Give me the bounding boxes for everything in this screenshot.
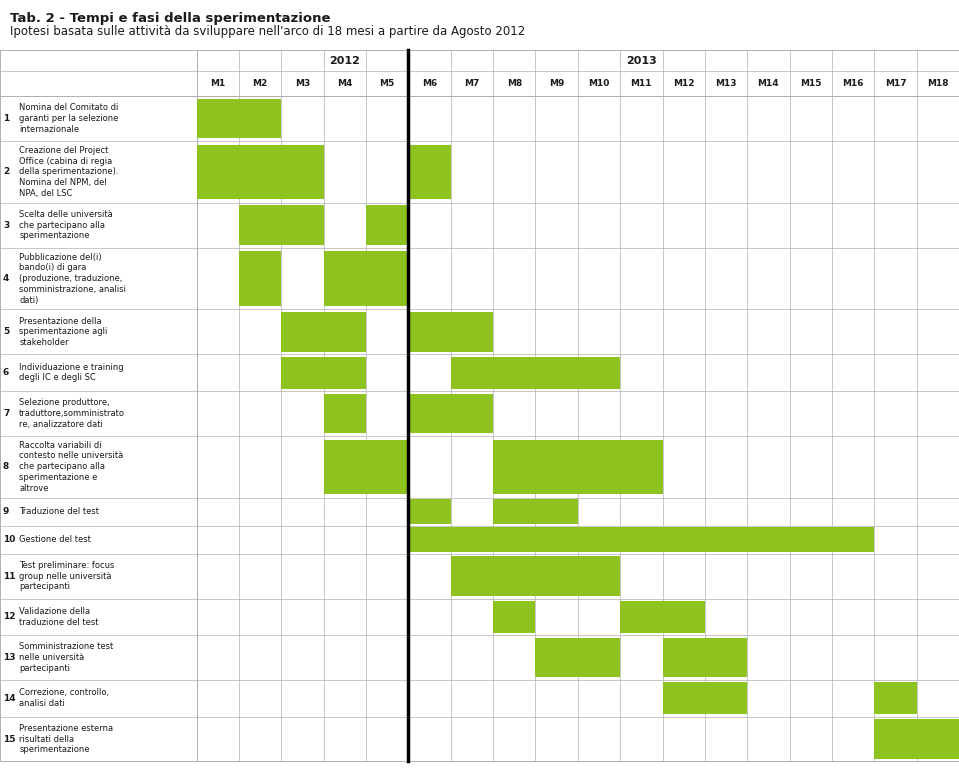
Bar — [409, 528, 493, 552]
Text: 9: 9 — [3, 507, 10, 516]
Text: M15: M15 — [800, 79, 822, 88]
Text: 5: 5 — [3, 327, 10, 337]
Text: 10: 10 — [3, 535, 15, 544]
Bar — [663, 682, 747, 715]
Bar — [239, 251, 281, 306]
Text: 12: 12 — [3, 612, 15, 622]
Bar — [493, 528, 875, 552]
Text: 1: 1 — [3, 114, 10, 123]
Bar — [409, 393, 493, 433]
Text: M8: M8 — [506, 79, 522, 88]
Text: Traduzione del test: Traduzione del test — [19, 507, 99, 516]
Text: Presentazione della
sperimentazione agli
stakeholder: Presentazione della sperimentazione agli… — [19, 317, 107, 347]
Text: Pubblicazione del(i)
bando(i) di gara
(produzione, traduzione,
somministrazione,: Pubblicazione del(i) bando(i) di gara (p… — [19, 252, 127, 304]
Text: Creazione del Project
Office (cabina di regia
della sperimentazione).
Nomina del: Creazione del Project Office (cabina di … — [19, 146, 119, 198]
Bar — [197, 144, 324, 199]
Text: M18: M18 — [927, 79, 948, 88]
Text: M9: M9 — [549, 79, 564, 88]
Text: 8: 8 — [3, 462, 10, 471]
Bar — [451, 356, 620, 389]
Text: Tab. 2 - Tempi e fasi della sperimentazione: Tab. 2 - Tempi e fasi della sperimentazi… — [10, 12, 330, 25]
Bar — [663, 638, 747, 677]
Bar — [281, 356, 366, 389]
Bar — [451, 556, 535, 596]
Text: M13: M13 — [715, 79, 737, 88]
Bar — [409, 499, 451, 524]
Text: 6: 6 — [3, 368, 10, 377]
Text: M12: M12 — [673, 79, 694, 88]
Text: M11: M11 — [631, 79, 652, 88]
Bar — [535, 556, 620, 596]
Text: 15: 15 — [3, 735, 15, 743]
Text: M7: M7 — [464, 79, 480, 88]
Text: M17: M17 — [884, 79, 906, 88]
Bar — [324, 393, 366, 433]
Bar — [493, 439, 663, 494]
Text: 11: 11 — [3, 572, 15, 580]
Text: Correzione, controllo,
analisi dati: Correzione, controllo, analisi dati — [19, 688, 109, 708]
Text: 4: 4 — [3, 274, 10, 283]
Text: 2013: 2013 — [626, 56, 657, 66]
Bar — [197, 99, 281, 138]
Text: 13: 13 — [3, 653, 15, 662]
Text: Gestione del test: Gestione del test — [19, 535, 91, 544]
Bar — [324, 251, 409, 306]
Text: Nomina del Comitato di
garanti per la selezione
internazionale: Nomina del Comitato di garanti per la se… — [19, 103, 119, 133]
Text: 3: 3 — [3, 220, 10, 230]
Text: M3: M3 — [294, 79, 310, 88]
Bar — [409, 144, 451, 199]
Bar — [620, 601, 705, 633]
Text: M4: M4 — [338, 79, 353, 88]
Text: Raccolta variabili di
contesto nelle università
che partecipano alla
sperimentaz: Raccolta variabili di contesto nelle uni… — [19, 441, 124, 493]
Text: Somministrazione test
nelle università
partecipanti: Somministrazione test nelle università p… — [19, 643, 113, 673]
Text: 7: 7 — [3, 409, 10, 417]
Text: Validazione della
traduzione del test: Validazione della traduzione del test — [19, 607, 99, 627]
Text: M16: M16 — [842, 79, 864, 88]
Bar — [409, 312, 493, 352]
Bar — [239, 206, 324, 245]
Text: 2012: 2012 — [329, 56, 361, 66]
Bar — [535, 638, 620, 677]
Bar — [281, 312, 366, 352]
Bar — [493, 601, 535, 633]
Text: Ipotesi basata sulle attività da sviluppare nell'arco di 18 mesi a partire da Ag: Ipotesi basata sulle attività da svilupp… — [10, 25, 525, 38]
Text: M6: M6 — [422, 79, 437, 88]
Text: Test preliminare: focus
group nelle università
partecipanti: Test preliminare: focus group nelle univ… — [19, 561, 114, 591]
Text: 14: 14 — [3, 694, 15, 703]
Text: M14: M14 — [758, 79, 780, 88]
Text: Scelta delle università
che partecipano alla
sperimentazione: Scelta delle università che partecipano … — [19, 210, 113, 241]
Text: M2: M2 — [252, 79, 268, 88]
Bar — [324, 439, 409, 494]
Text: Presentazione esterna
risultati della
sperimentazione: Presentazione esterna risultati della sp… — [19, 724, 113, 754]
Text: M1: M1 — [210, 79, 225, 88]
Text: 2: 2 — [3, 168, 10, 176]
Bar — [493, 499, 577, 524]
Bar — [366, 206, 409, 245]
Text: Individuazione e training
degli IC e degli SC: Individuazione e training degli IC e deg… — [19, 362, 124, 383]
Text: M10: M10 — [588, 79, 610, 88]
Text: M5: M5 — [380, 79, 395, 88]
Bar — [875, 719, 959, 759]
Bar — [875, 682, 917, 715]
Text: Selezione produttore,
traduttore,somministrato
re, analizzatore dati: Selezione produttore, traduttore,sommini… — [19, 398, 126, 428]
